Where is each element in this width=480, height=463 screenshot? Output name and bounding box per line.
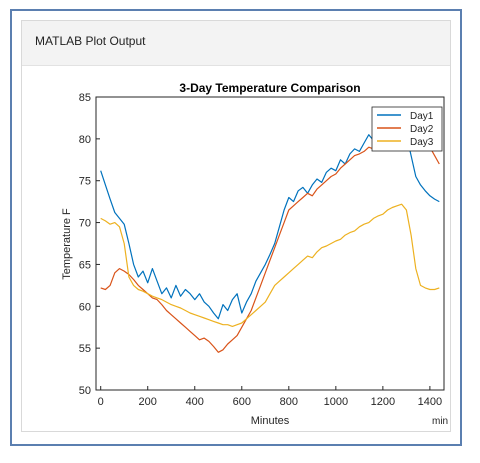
legend: Day1 Day2 Day3 (371, 106, 443, 152)
y-axis: 50 55 60 65 70 75 80 85 (79, 92, 100, 397)
y-tick-label: 80 (79, 134, 91, 146)
legend-label-day1: Day1 (410, 111, 434, 122)
y-tick-label: 65 (79, 259, 91, 271)
panel-header: MATLAB Plot Output (22, 21, 450, 66)
y-tick-label: 75 (79, 176, 91, 188)
chart-title: 3-Day Temperature Comparison (179, 81, 360, 95)
x-tick-label: 1400 (418, 396, 442, 408)
y-axis-label: Temperature F (61, 208, 73, 280)
y-tick-label: 60 (79, 301, 91, 313)
series-line-day3 (100, 203, 440, 327)
x-axis-unit: min (432, 416, 448, 427)
x-tick-label: 800 (280, 396, 298, 408)
x-tick-label: 400 (186, 396, 204, 408)
x-tick-label: 0 (98, 396, 104, 408)
y-tick-label: 55 (79, 343, 91, 355)
legend-label-day3: Day3 (410, 137, 434, 148)
x-axis-label: Minutes (251, 415, 290, 427)
legend-label-day2: Day2 (410, 124, 434, 135)
y-tick-label: 70 (79, 218, 91, 230)
x-tick-label: 1000 (324, 396, 348, 408)
x-tick-label: 600 (233, 396, 251, 408)
y-tick-label: 85 (79, 92, 91, 104)
x-tick-label: 200 (139, 396, 157, 408)
x-axis: 0 200 400 600 800 1000 1200 1400 (98, 386, 442, 408)
y-tick-label: 50 (79, 385, 91, 397)
x-tick-label: 1200 (371, 396, 395, 408)
panel-title: MATLAB Plot Output (35, 34, 146, 48)
